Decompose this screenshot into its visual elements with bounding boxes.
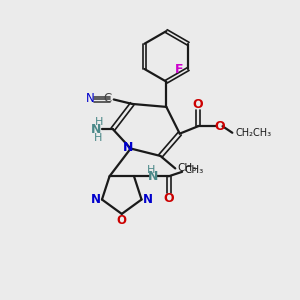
Text: O: O bbox=[214, 120, 225, 133]
Text: CH₂CH₃: CH₂CH₃ bbox=[236, 128, 272, 138]
Text: H: H bbox=[147, 165, 155, 175]
Text: H: H bbox=[94, 133, 102, 142]
Text: C: C bbox=[104, 92, 112, 105]
Text: CH₃: CH₃ bbox=[178, 164, 197, 173]
Text: H: H bbox=[95, 117, 104, 127]
Text: N: N bbox=[91, 123, 102, 136]
Text: F: F bbox=[175, 62, 183, 76]
Text: O: O bbox=[193, 98, 203, 111]
Text: CH₃: CH₃ bbox=[184, 165, 203, 175]
Text: O: O bbox=[164, 192, 174, 205]
Text: O: O bbox=[117, 214, 127, 227]
Text: N: N bbox=[90, 193, 100, 206]
Text: N: N bbox=[143, 193, 153, 206]
Text: N: N bbox=[123, 140, 134, 154]
Text: N: N bbox=[85, 92, 94, 105]
Text: N: N bbox=[148, 170, 158, 183]
